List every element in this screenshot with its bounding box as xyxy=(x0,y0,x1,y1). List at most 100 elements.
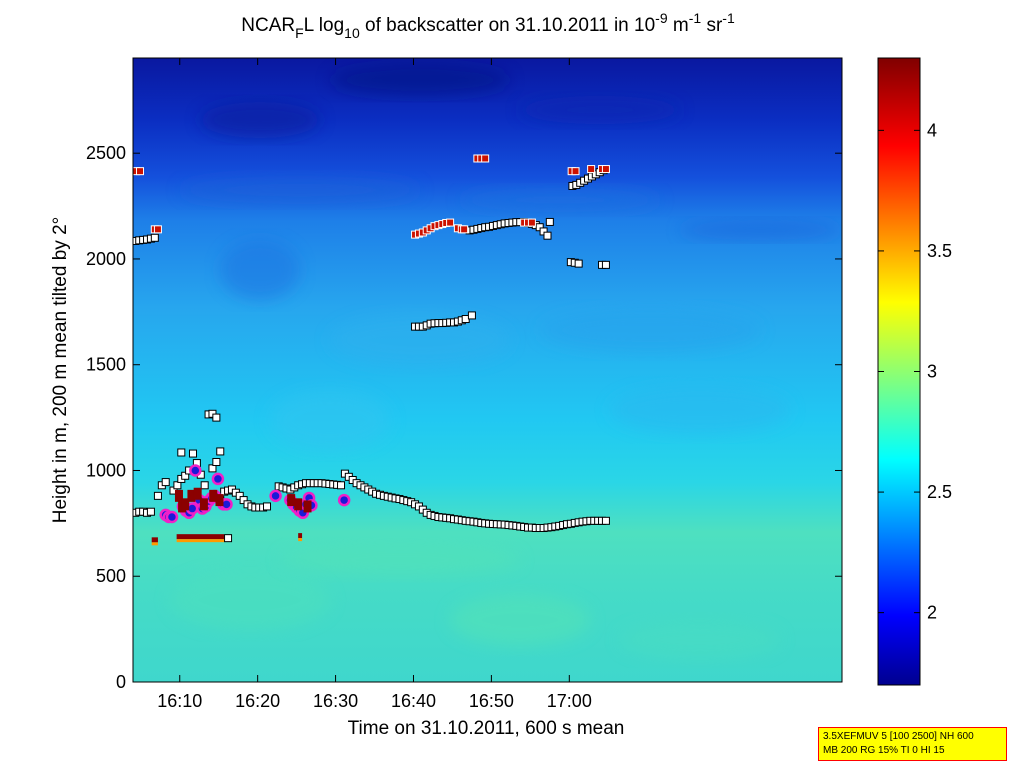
field-texture xyxy=(170,64,840,660)
base-band-edge xyxy=(151,542,158,546)
title-rest: of backscatter on 31.10.2011 in 10 xyxy=(360,15,655,36)
marker-white xyxy=(601,260,610,269)
marker-white xyxy=(574,259,583,268)
colorbar-tick-label: 3 xyxy=(927,362,937,382)
marker-circle xyxy=(269,489,282,503)
marker-red xyxy=(446,218,455,227)
marker-red xyxy=(527,218,536,227)
x-tick-label: 17:00 xyxy=(547,691,592,711)
y-tick-label: 2000 xyxy=(86,249,126,269)
texture-blob xyxy=(330,314,510,366)
texture-blob xyxy=(170,570,330,630)
marker-white xyxy=(263,502,272,511)
chart-title: NCARFL log10 of backscatter on 31.10.201… xyxy=(241,10,735,41)
marker-white xyxy=(212,413,221,422)
texture-blob xyxy=(520,96,680,124)
base-band xyxy=(151,537,158,543)
title-unit-sr: sr xyxy=(701,15,723,36)
marker-white xyxy=(200,481,209,490)
marker-white xyxy=(337,481,346,490)
texture-blob xyxy=(270,390,390,450)
colorbar-tick-label: 2 xyxy=(927,603,937,623)
info-line-1: 3.5XEFMUV 5 [100 2500] NH 600 xyxy=(823,731,974,742)
marker-white xyxy=(146,507,155,516)
colorbar-tick-label: 2.5 xyxy=(927,482,952,502)
y-tick-label: 1000 xyxy=(86,460,126,480)
marker-white xyxy=(161,478,170,487)
colorbar-tick-label: 4 xyxy=(927,120,937,140)
marker-circle xyxy=(189,464,202,477)
marker-red xyxy=(460,225,469,234)
y-tick-label: 2500 xyxy=(86,143,126,163)
title-sub-10: 10 xyxy=(344,25,360,41)
x-axis-label: Time on 31.10.2011, 600 s mean xyxy=(348,718,625,739)
marker-white xyxy=(467,311,476,320)
marker-red xyxy=(587,165,596,174)
marker-layer xyxy=(133,154,610,543)
marker-circle xyxy=(337,493,351,507)
texture-blob xyxy=(280,544,520,576)
marker-circle xyxy=(211,472,225,486)
texture-blob xyxy=(220,240,300,300)
x-tick-label: 16:30 xyxy=(313,691,358,711)
x-axis: 16:10 16:20 16:30 16:40 16:50 17:00 xyxy=(157,58,592,711)
marker-darkred xyxy=(181,498,190,511)
texture-blob xyxy=(180,176,420,204)
marker-white xyxy=(224,534,233,543)
title-mid: L log xyxy=(304,15,345,36)
title-sup-exp: -9 xyxy=(655,10,668,26)
marker-darkred xyxy=(187,489,196,502)
title-sub-f: F xyxy=(295,25,304,41)
texture-blob xyxy=(680,220,840,240)
base-band-edge xyxy=(176,539,225,543)
texture-blob xyxy=(460,188,660,212)
x-tick-label: 16:50 xyxy=(469,691,514,711)
marker-darkred xyxy=(174,489,183,502)
colorbar-axis: 2 2.5 3 3.5 4 xyxy=(878,120,952,623)
colorbar-tick-label: 3.5 xyxy=(927,241,952,261)
marker-white xyxy=(150,233,159,242)
y-axis: 0 500 1000 1500 2000 2500 xyxy=(86,143,842,692)
title-prefix: NCAR xyxy=(241,15,295,36)
plot-frame xyxy=(132,57,843,683)
title-unit-m: m xyxy=(668,15,689,36)
info-box: 3.5XEFMUV 5 [100 2500] NH 600 MB 200 RG … xyxy=(818,727,1007,761)
texture-blob xyxy=(450,594,590,646)
marker-darkred xyxy=(215,494,224,507)
base-band-edge xyxy=(298,538,303,542)
marker-darkred xyxy=(199,498,208,511)
marker-darkred xyxy=(303,500,312,513)
marker-white xyxy=(153,491,162,500)
marker-white xyxy=(216,447,225,456)
marker-white xyxy=(601,516,610,525)
info-line-2: MB 200 RG 15% TI 0 HI 15 xyxy=(823,745,945,756)
colorbar xyxy=(877,57,921,686)
title-sup-sr: -1 xyxy=(722,10,735,26)
marker-red xyxy=(153,225,162,234)
marker-darkred xyxy=(287,494,296,507)
texture-blob xyxy=(610,386,790,434)
marker-circle xyxy=(165,510,179,524)
x-tick-label: 16:40 xyxy=(391,691,436,711)
marker-red xyxy=(571,167,580,176)
marker-darkred xyxy=(193,487,202,500)
title-sup-m: -1 xyxy=(689,10,702,26)
base-layer-bands xyxy=(151,533,303,546)
marker-white xyxy=(543,231,552,240)
y-axis-label: Height in m, 200 m mean tilted by 2° xyxy=(50,217,71,523)
texture-blob xyxy=(540,308,760,352)
marker-white xyxy=(177,448,186,457)
base-band xyxy=(298,533,303,539)
y-tick-label: 1500 xyxy=(86,355,126,375)
x-tick-label: 16:10 xyxy=(157,691,202,711)
texture-blob xyxy=(620,620,780,660)
marker-white xyxy=(212,458,221,467)
plot-area xyxy=(133,58,842,682)
marker-white xyxy=(188,449,197,458)
marker-red xyxy=(481,154,490,163)
y-tick-label: 0 xyxy=(116,672,126,692)
x-tick-label: 16:20 xyxy=(235,691,280,711)
marker-darkred xyxy=(209,489,218,502)
texture-blob xyxy=(200,102,320,138)
